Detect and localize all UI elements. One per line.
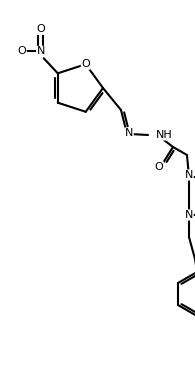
Text: O: O [155, 162, 163, 172]
Text: O: O [17, 46, 26, 56]
Text: O: O [81, 59, 90, 69]
Text: N: N [185, 210, 193, 220]
Text: N: N [125, 128, 133, 138]
Text: N: N [37, 46, 45, 56]
Text: O: O [36, 24, 45, 34]
Text: N: N [185, 170, 193, 180]
Text: NH: NH [156, 130, 173, 140]
